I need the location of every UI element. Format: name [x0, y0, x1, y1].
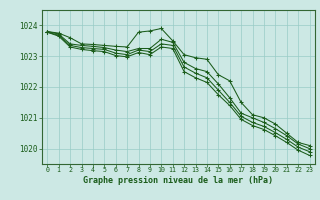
X-axis label: Graphe pression niveau de la mer (hPa): Graphe pression niveau de la mer (hPa)	[84, 176, 273, 185]
